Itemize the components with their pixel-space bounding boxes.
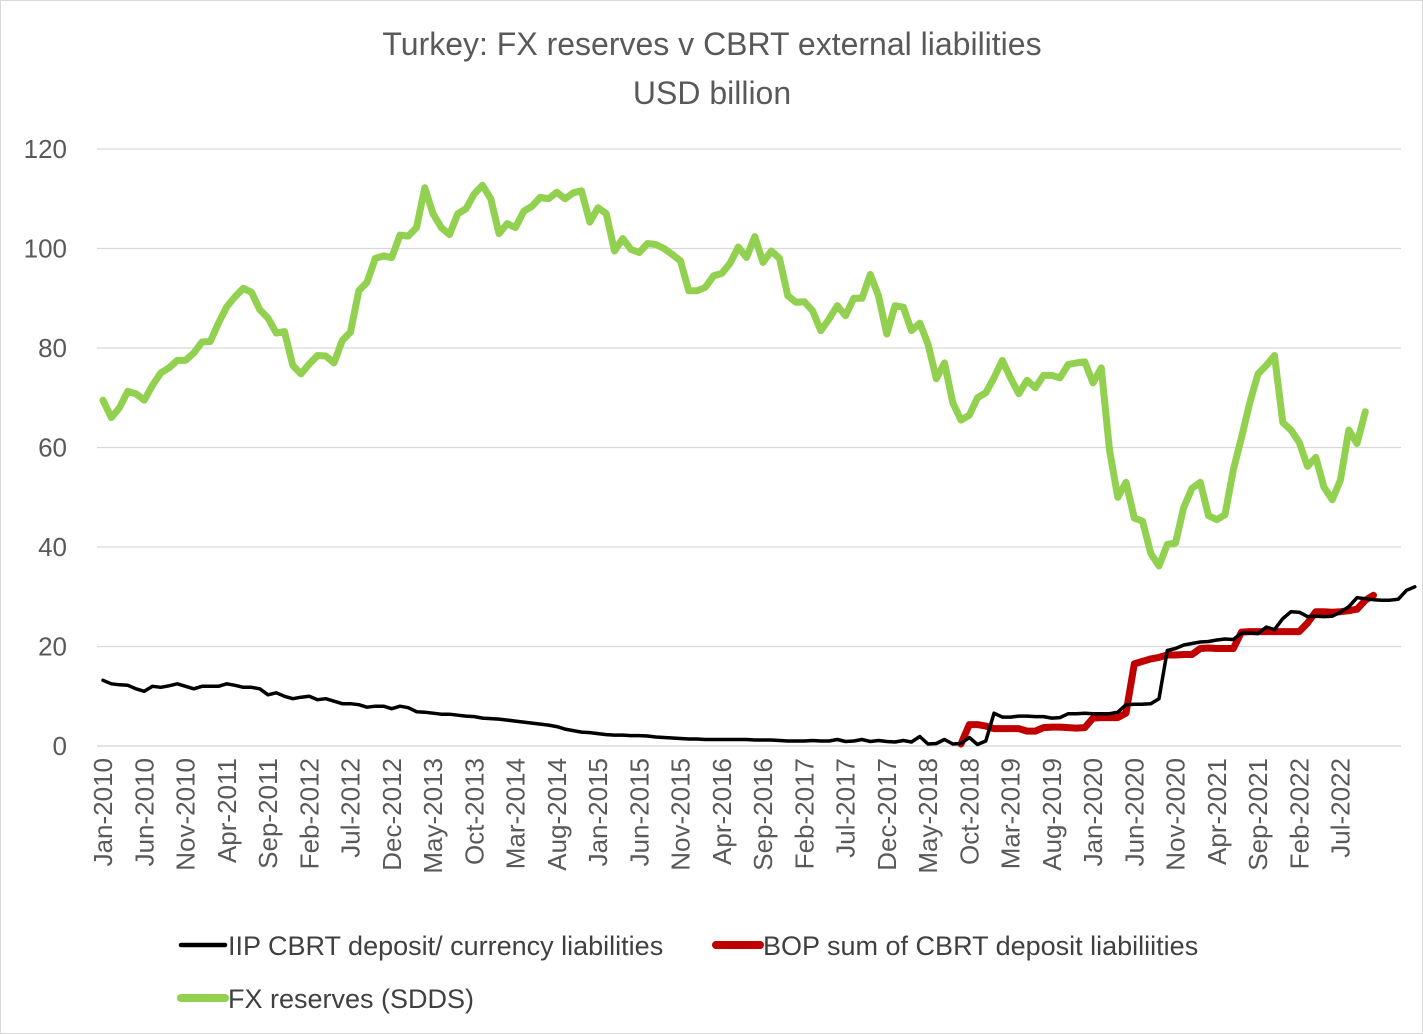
x-tick-label: Jan-2010	[88, 758, 118, 866]
legend-label-2[interactable]: FX reserves (SDDS)	[228, 984, 474, 1014]
series-line-0	[101, 585, 1417, 747]
x-tick-label: Dec-2017	[872, 758, 902, 871]
x-tick-label: Apr-2016	[707, 758, 737, 865]
x-tick-label: Feb-2012	[294, 758, 324, 869]
x-tick-label: Mar-2019	[996, 758, 1026, 869]
y-tick-label: 100	[24, 234, 67, 264]
series-line-2	[99, 181, 1369, 570]
x-axis: Jan-2010 Jun-2010 Nov-2010 Apr-2011 Sep-2011…	[88, 758, 1356, 874]
x-tick-label: Sep-2011	[253, 758, 283, 869]
x-tick-label: Jul-2012	[336, 758, 366, 858]
x-tick-label: Nov-2010	[171, 758, 201, 871]
y-tick-label: 120	[24, 134, 67, 164]
x-tick-label: Jun-2010	[129, 758, 159, 866]
x-tick-label: Nov-2015	[666, 758, 696, 871]
x-tick-label: Jul-2022	[1326, 758, 1356, 858]
x-tick-label: Mar-2014	[501, 758, 531, 869]
y-tick-label: 60	[38, 433, 67, 463]
legend-label-1[interactable]: BOP sum of CBRT deposit liabiliities	[763, 931, 1198, 961]
x-tick-label: Oct-2013	[459, 758, 489, 865]
x-tick-label: Aug-2019	[1037, 758, 1067, 871]
x-tick-label: Sep-2016	[748, 758, 778, 871]
legend-label-0[interactable]: IIP CBRT deposit/ currency liabilities	[228, 931, 663, 961]
x-tick-label: Jun-2015	[624, 758, 654, 866]
x-tick-label: Nov-2020	[1161, 758, 1191, 871]
x-tick-label: Apr-2021	[1202, 758, 1232, 865]
x-tick-label: Apr-2011	[212, 758, 242, 863]
x-tick-label: Jun-2020	[1119, 758, 1149, 866]
x-tick-label: Aug-2014	[542, 758, 572, 871]
y-tick-label: 40	[38, 532, 67, 562]
x-tick-label: Jan-2015	[583, 758, 613, 866]
y-axis: 0 20 40 60 80 100 120	[24, 134, 67, 761]
y-tick-label: 0	[53, 731, 67, 761]
y-tick-label: 20	[38, 632, 67, 662]
chart-subtitle: USD billion	[633, 75, 791, 111]
x-tick-label: Feb-2022	[1284, 758, 1314, 869]
x-tick-label: Dec-2012	[377, 758, 407, 871]
x-tick-label: Jul-2017	[831, 758, 861, 858]
x-tick-label: Sep-2021	[1243, 758, 1273, 871]
x-tick-label: May-2013	[418, 758, 448, 874]
gridlines	[97, 148, 1401, 747]
x-tick-label: Jan-2020	[1078, 758, 1108, 866]
x-tick-label: May-2018	[913, 758, 943, 874]
y-tick-label: 80	[38, 333, 67, 363]
chart-title: Turkey: FX reserves v CBRT external liab…	[382, 26, 1041, 62]
x-tick-label: Oct-2018	[954, 758, 984, 865]
plot-area	[99, 181, 1417, 748]
x-tick-label: Feb-2017	[789, 758, 819, 869]
legend[interactable]: IIP CBRT deposit/ currency liabilities BO…	[177, 931, 1198, 1014]
